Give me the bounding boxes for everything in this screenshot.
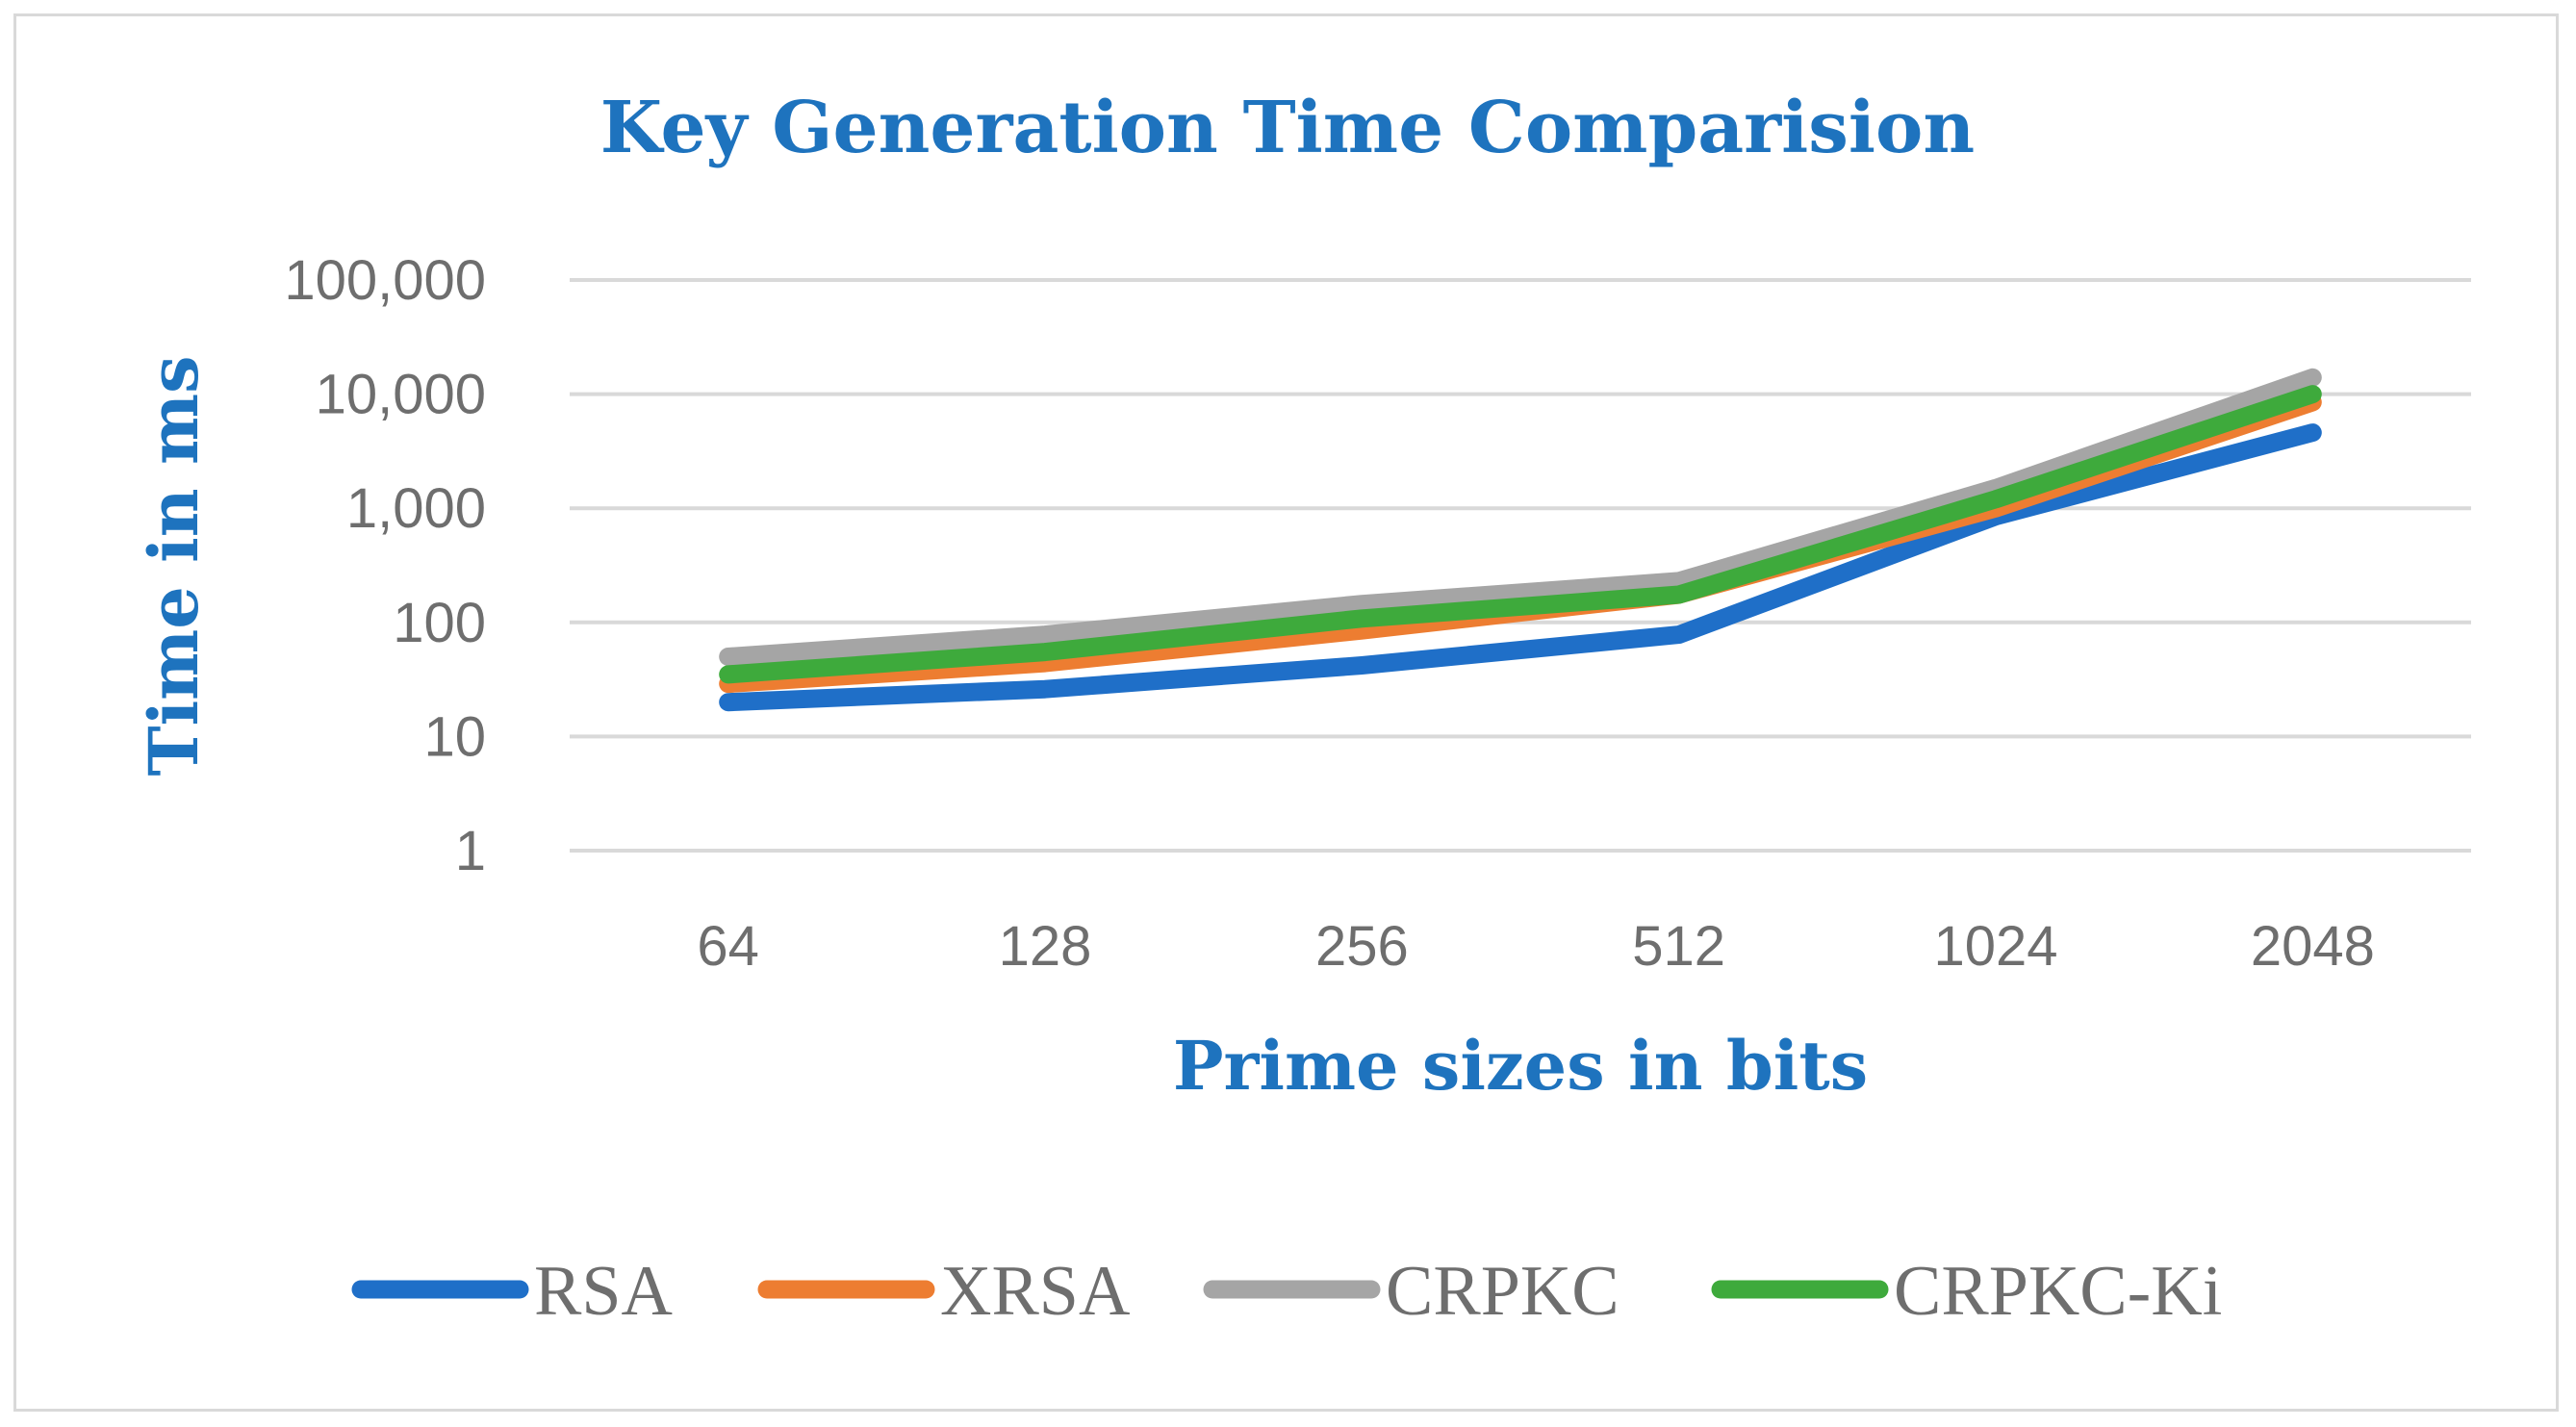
y-tick-labels: 1 10 100 1,000 10,000 100,000 bbox=[284, 249, 486, 882]
legend-label: CRPKC bbox=[1386, 1252, 1620, 1331]
y-tick-label: 10,000 bbox=[316, 364, 486, 426]
y-tick-label: 1,000 bbox=[346, 477, 486, 540]
y-tick-label: 10 bbox=[423, 705, 486, 768]
chart-frame bbox=[13, 13, 2559, 1412]
legend-label: CRPKC-Ki bbox=[1894, 1252, 2222, 1331]
y-axis-title: Time in ms bbox=[134, 356, 214, 777]
x-tick-labels: 64 128 256 512 1024 2048 bbox=[697, 915, 2374, 978]
y-tick-label: 1 bbox=[455, 820, 486, 882]
series-lines bbox=[719, 368, 2322, 712]
gridlines bbox=[570, 278, 2471, 853]
x-tick-label: 128 bbox=[999, 915, 1092, 978]
x-tick-label: 1024 bbox=[1933, 915, 2057, 978]
y-tick-label: 100,000 bbox=[284, 249, 486, 312]
legend-item-crpkc: CRPKC bbox=[1203, 1252, 1620, 1331]
legend-label: RSA bbox=[534, 1252, 673, 1331]
x-tick-label: 64 bbox=[697, 915, 759, 978]
legend-item-xrsa: XRSA bbox=[757, 1252, 1130, 1331]
legend-label: XRSA bbox=[940, 1252, 1130, 1331]
series-line-crpkc-ki bbox=[719, 385, 2322, 684]
series-line-rsa bbox=[719, 423, 2322, 712]
legend-item-crpkc-ki: CRPKC-Ki bbox=[1711, 1252, 2222, 1331]
legend-item-rsa: RSA bbox=[351, 1252, 673, 1331]
chart-title: Key Generation Time Comparision bbox=[600, 87, 1975, 169]
legend: RSA XRSA CRPKC CRPKC-Ki bbox=[351, 1252, 2222, 1331]
x-tick-label: 512 bbox=[1632, 915, 1725, 978]
x-axis-title: Prime sizes in bits bbox=[1173, 1026, 1868, 1106]
x-tick-label: 256 bbox=[1315, 915, 1409, 978]
y-tick-label: 100 bbox=[393, 592, 486, 654]
series-line-crpkc bbox=[719, 368, 2322, 666]
x-tick-label: 2048 bbox=[2251, 915, 2375, 978]
